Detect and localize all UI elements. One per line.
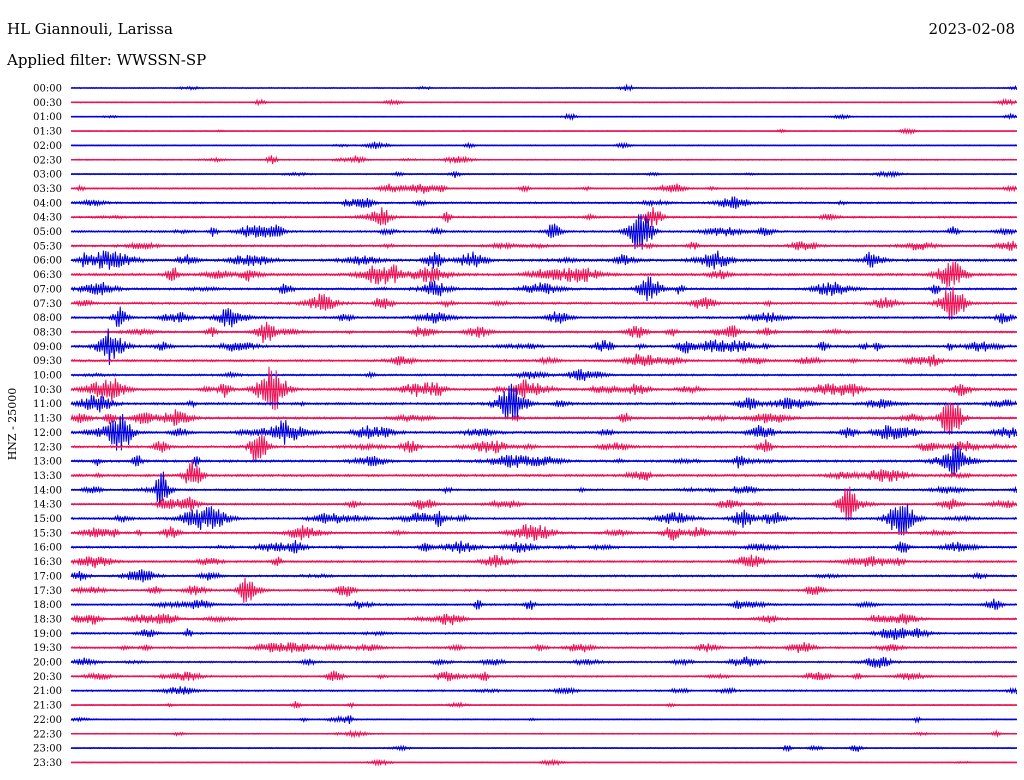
- row-time-label: 02:00: [33, 141, 62, 152]
- row-time-label: 15:00: [33, 514, 62, 525]
- row-time-label: 05:00: [33, 227, 62, 238]
- trace-group: [70, 83, 1018, 767]
- row-time-label: 18:00: [33, 600, 62, 611]
- row-time-label: 08:30: [33, 327, 62, 338]
- row-time-label: 12:30: [33, 442, 62, 453]
- row-time-label: 18:30: [33, 614, 62, 625]
- row-time-label: 03:00: [33, 170, 62, 181]
- row-time-label: 19:00: [33, 629, 62, 640]
- row-time-label: 23:30: [33, 758, 62, 769]
- row-time-label: 16:30: [33, 557, 62, 568]
- row-time-label: 11:00: [33, 399, 62, 410]
- row-time-label: 05:30: [33, 241, 62, 252]
- filter-label: Applied filter: WWSSN-SP: [7, 51, 207, 69]
- row-time-label: 16:00: [33, 543, 62, 554]
- row-time-label: 09:00: [33, 342, 62, 353]
- date-label: 2023-02-08: [928, 20, 1015, 38]
- row-time-label: 03:30: [33, 184, 62, 195]
- row-time-label: 17:30: [33, 586, 62, 597]
- row-time-label: 10:30: [33, 385, 62, 396]
- row-time-label: 15:30: [33, 528, 62, 539]
- row-time-label: 11:30: [33, 414, 62, 425]
- row-time-label: 04:00: [33, 198, 62, 209]
- row-time-label: 00:00: [33, 84, 62, 95]
- row-time-label: 10:00: [33, 371, 62, 382]
- row-time-label: 19:30: [33, 643, 62, 654]
- row-time-label: 08:00: [33, 313, 62, 324]
- row-time-label: 13:00: [33, 457, 62, 468]
- row-time-label: 07:30: [33, 299, 62, 310]
- station-title: HL Giannouli, Larissa: [7, 20, 173, 38]
- row-time-label: 06:30: [33, 270, 62, 281]
- row-time-label: 21:00: [33, 686, 62, 697]
- row-time-label: 22:30: [33, 729, 62, 740]
- row-time-label: 23:00: [33, 744, 62, 755]
- row-time-label: 17:00: [33, 571, 62, 582]
- row-time-label: 13:30: [33, 471, 62, 482]
- row-time-label: 01:30: [33, 127, 62, 138]
- row-time-label: 00:30: [33, 98, 62, 109]
- row-time-label: 20:30: [33, 672, 62, 683]
- row-time-label: 22:00: [33, 715, 62, 726]
- row-time-label: 02:30: [33, 155, 62, 166]
- row-time-label: 12:00: [33, 428, 62, 439]
- row-time-label: 21:30: [33, 701, 62, 712]
- row-time-label: 07:00: [33, 284, 62, 295]
- row-time-label: 09:30: [33, 356, 62, 367]
- row-time-label: 14:30: [33, 500, 62, 511]
- row-time-label: 04:30: [33, 213, 62, 224]
- row-time-label: 06:00: [33, 256, 62, 267]
- row-label-group: 00:00 00:30 01:00 01:30 02:00 02:30 03:00 03:30…: [33, 84, 62, 769]
- trace-line: [70, 504, 1017, 536]
- row-time-label: 01:00: [33, 112, 62, 123]
- row-time-label: 20:00: [33, 658, 62, 669]
- row-time-label: 14:00: [33, 485, 62, 496]
- y-axis-label: HNZ - 25000: [6, 388, 19, 461]
